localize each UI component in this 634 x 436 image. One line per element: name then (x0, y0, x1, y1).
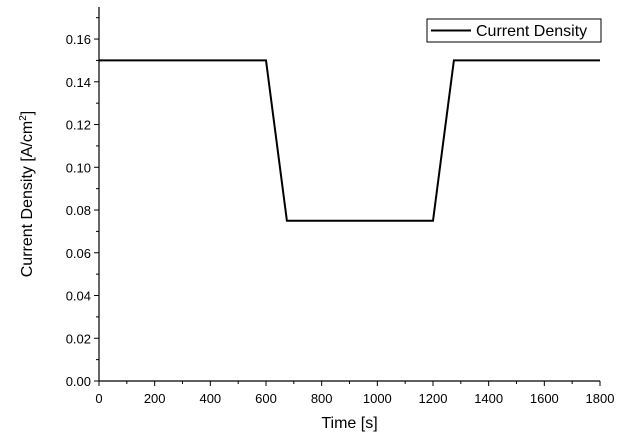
y-tick-label: 0.00 (66, 374, 91, 389)
y-tick-label: 0.16 (66, 32, 91, 47)
y-axis-title: Current Density [A/cm2] (18, 111, 36, 278)
legend-label: Current Density (476, 23, 587, 40)
y-tick-label: 0.08 (66, 203, 91, 218)
x-tick-label: 0 (95, 391, 102, 406)
series-line-current-density (99, 59, 600, 222)
legend: Current Density (426, 18, 602, 43)
y-tick-label: 0.10 (66, 160, 91, 175)
x-tick-label: 400 (199, 391, 221, 406)
series-layer (99, 59, 600, 222)
x-tick-label: 1600 (530, 391, 559, 406)
y-tick-label: 0.06 (66, 246, 91, 261)
x-tick-label: 200 (144, 391, 166, 406)
y-tick-label: 0.02 (66, 331, 91, 346)
y-axis-title-end: ] (19, 111, 36, 115)
y-tick-label: 0.04 (66, 289, 91, 304)
x-tick-label: 1200 (419, 391, 448, 406)
y-tick-label: 0.12 (66, 118, 91, 133)
legend-box (426, 18, 602, 43)
x-tick-label: 1400 (474, 391, 503, 406)
x-axis-ticks: 0 200 400 600 800 1000 1200 1400 1600 1800 (95, 381, 614, 406)
y-axis-title-superscript: 2 (18, 115, 29, 121)
x-axis-title: Time [s] (321, 415, 377, 432)
x-tick-label: 1800 (586, 391, 615, 406)
y-axis-title-main: Current Density [A/cm (19, 121, 36, 277)
x-tick-label: 600 (255, 391, 277, 406)
x-tick-label: 800 (311, 391, 333, 406)
plot-frame (98, 7, 600, 382)
y-axis-ticks: 0.00 0.02 0.04 0.06 0.08 0.10 0.12 0.14 0.16 (66, 17, 99, 389)
y-tick-label: 0.14 (66, 75, 91, 90)
x-tick-label: 1000 (363, 391, 392, 406)
